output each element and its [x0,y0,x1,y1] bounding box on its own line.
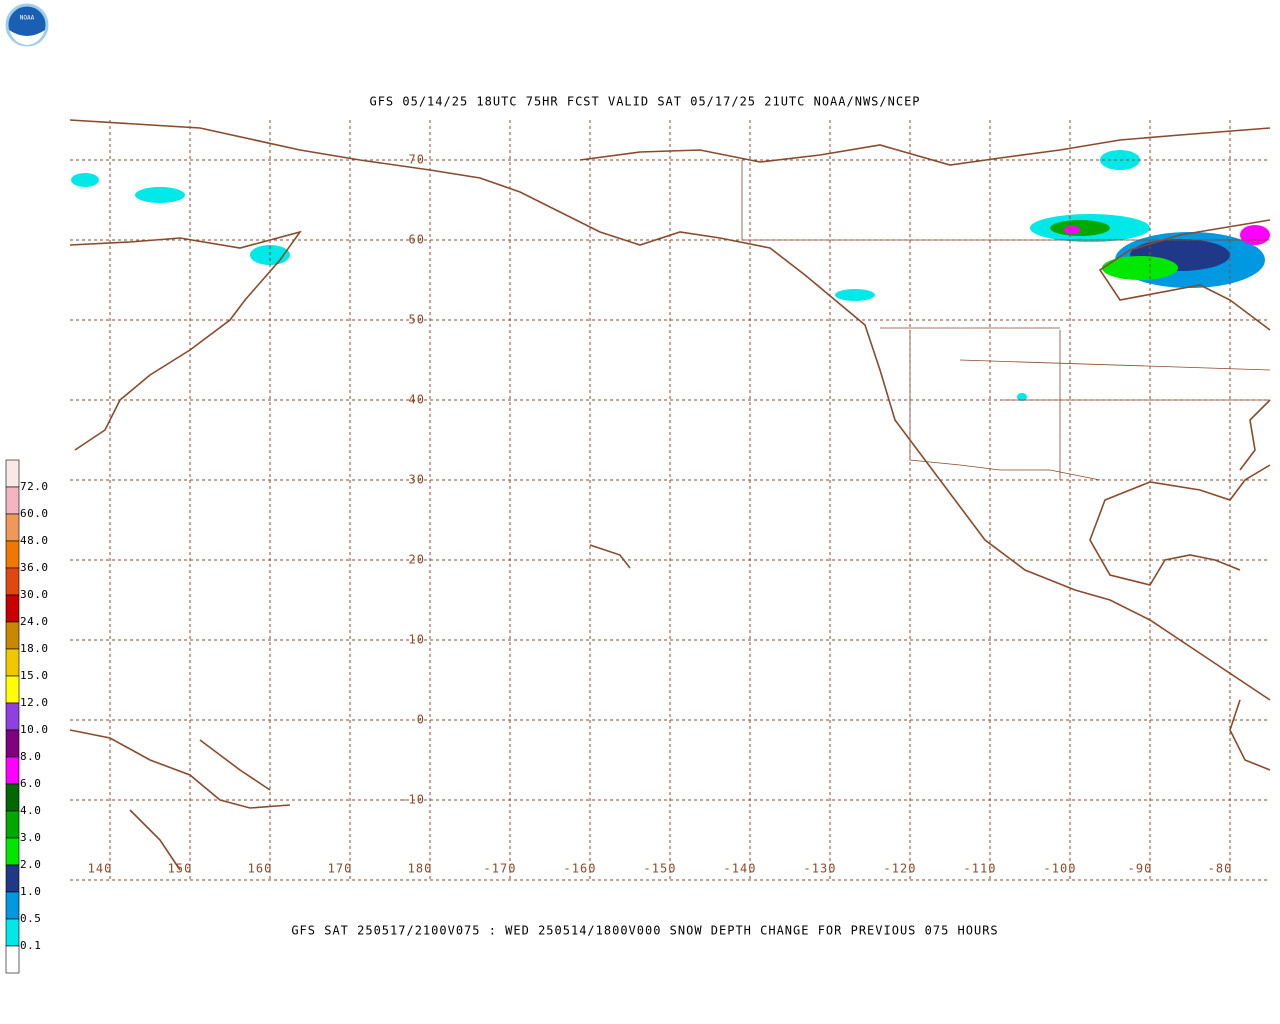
legend-swatch [5,729,20,758]
latitude-label: 40 [409,393,425,407]
legend-label: 6.0 [20,777,41,790]
coastlines [69,119,1271,871]
latitude-label: 60 [409,233,425,247]
legend-swatch [5,540,20,569]
longitude-label: -110 [964,862,997,876]
legend-label: 36.0 [20,561,49,574]
legend-label: 1.0 [20,885,41,898]
longitude-label: -170 [484,862,517,876]
legend-label: 15.0 [20,669,49,682]
legend-label: 24.0 [20,615,49,628]
legend-label: 48.0 [20,534,49,547]
legend-swatch [5,702,20,731]
legend-label: 60.0 [20,507,49,520]
latitude-label: 50 [409,313,425,327]
latitude-label: 30 [409,473,425,487]
legend-label: 2.0 [20,858,41,871]
map-caption: GFS SAT 250517/2100V075 : WED 250514/180… [291,924,998,938]
longitude-label: -120 [884,862,917,876]
coastline [579,127,1271,166]
legend-swatch [5,756,20,785]
longitude-label: -90 [1128,862,1153,876]
latitude-label: 0 [417,713,425,727]
latitude-label: -10 [400,793,425,807]
legend-label: 4.0 [20,804,41,817]
latitude-label: 20 [409,553,425,567]
legend-swatch [5,837,20,866]
snow-area [71,173,99,187]
legend-label: 0.1 [20,939,41,952]
longitude-label: -130 [804,862,837,876]
legend-swatch [5,675,20,704]
longitude-label: -140 [724,862,757,876]
legend-label: 10.0 [20,723,49,736]
snow-area [1240,225,1270,245]
legend-swatch [5,486,20,515]
legend-label: 30.0 [20,588,49,601]
longitude-label: -80 [1208,862,1233,876]
snow-area [1050,220,1110,236]
logo-text: NOAA [20,15,35,22]
legend-label: 0.5 [20,912,41,925]
legend-swatch [5,594,20,623]
legend-label: 72.0 [20,480,49,493]
longitude-label: -150 [644,862,677,876]
coastline [429,169,1271,701]
legend-swatch [5,783,20,812]
logo-wave [9,30,45,45]
legend-label: 8.0 [20,750,41,763]
snow-area [1064,226,1080,234]
legend-swatch [5,810,20,839]
snow-area [835,289,875,301]
legend-label: 12.0 [20,696,49,709]
legend-swatch [5,945,20,974]
color-legend: 72.0 60.0 48.0 36.0 30.0 24.0 18.0 15.0 12.0 10.0… [5,459,49,974]
coastline [1098,219,1271,471]
legend-label: 18.0 [20,642,49,655]
longitude-label: -160 [564,862,597,876]
legend-swatch [5,513,20,542]
snow-area [1102,256,1178,280]
legend-swatch [5,621,20,650]
snow-areas [71,150,1270,401]
longitude-label: 180 [408,862,433,876]
coastline [1089,464,1271,586]
longitude-label: -100 [1044,862,1077,876]
legend-swatch [5,648,20,677]
map-title: GFS 05/14/25 18UTC 75HR FCST VALID SAT 0… [369,95,920,109]
longitude-label: 160 [248,862,273,876]
latitude-label: 10 [409,633,425,647]
graticule: 70 60 50 40 30 20 10 0 -10 140 150 160 170 180 -170 -16… [70,120,1270,881]
snow-area [1017,393,1027,401]
legend-swatch [5,891,20,920]
latitude-label: 70 [409,153,425,167]
legend-swatch [5,567,20,596]
legend-label: 3.0 [20,831,41,844]
longitude-label: 150 [168,862,193,876]
legend-swatch [5,459,20,488]
coastline [589,544,1271,771]
snow-area [135,187,185,203]
legend-swatch [5,918,20,947]
longitude-label: 140 [88,862,113,876]
longitude-label: 170 [328,862,353,876]
noaa-logo: NOAA [5,3,49,47]
legend-swatch [5,864,20,893]
